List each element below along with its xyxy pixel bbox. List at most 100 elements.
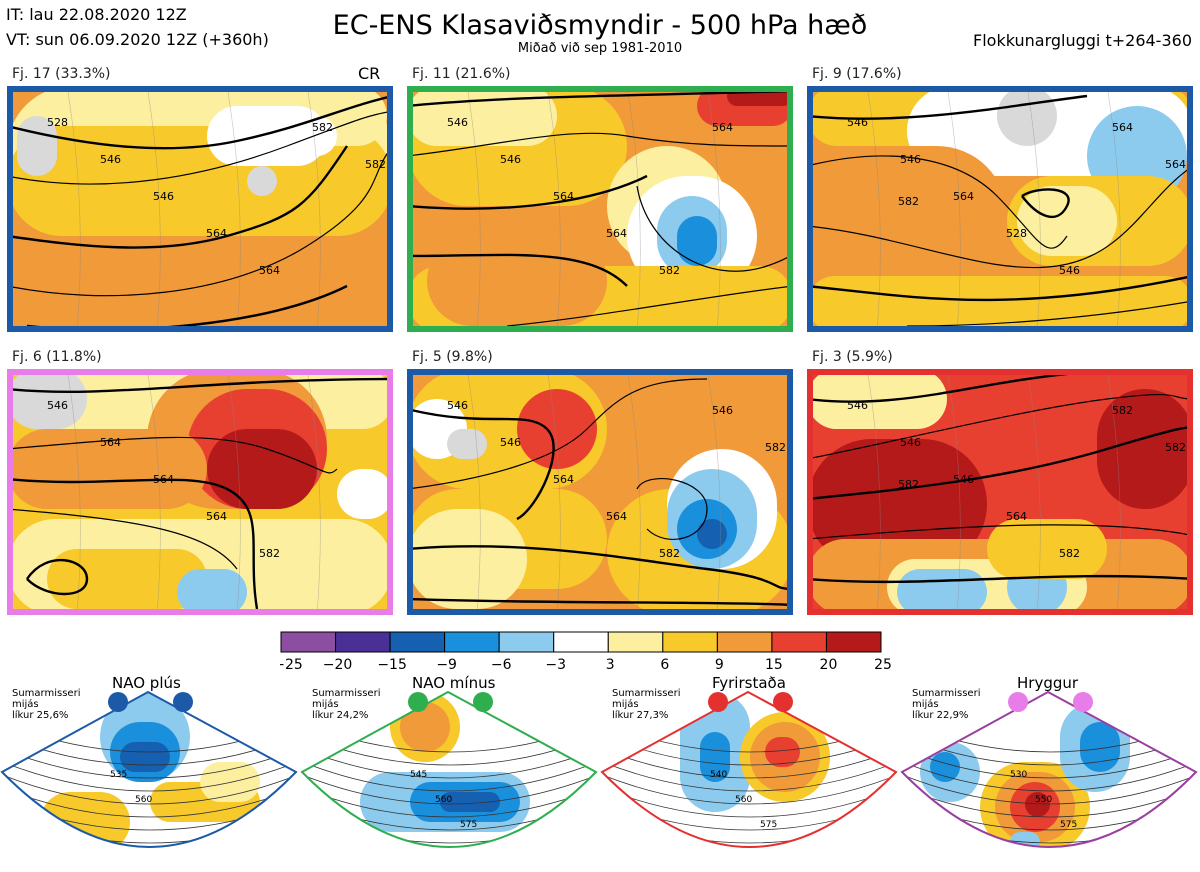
- cluster-map-1: 528 546 546 564 564 582 582: [7, 86, 393, 332]
- colorbar-segment: [389, 631, 446, 653]
- colorbar-tick-label: 6: [660, 657, 669, 673]
- height-contour: [413, 409, 555, 521]
- anomaly-shading: [727, 92, 787, 106]
- contour-label: 564: [606, 510, 627, 523]
- anomaly-shading: [337, 469, 387, 519]
- height-contour: [27, 284, 348, 326]
- regime-contour-label: 530: [1010, 770, 1027, 780]
- height-contour: [13, 436, 338, 474]
- regime-title: NAO mínus: [412, 674, 496, 692]
- colorbar-segment: [771, 631, 827, 653]
- regime-contour-label: 535: [110, 770, 127, 780]
- regime-marker-dot: [408, 692, 428, 712]
- anomaly-shading: [1017, 186, 1117, 256]
- regime-anomaly-shading: [1025, 792, 1050, 817]
- height-contour: [906, 301, 1187, 326]
- anomaly-shading: [13, 429, 207, 509]
- regime-title: NAO plús: [112, 674, 181, 692]
- colorbar-segment: [444, 631, 500, 653]
- cluster-map-2: 546 546 564 564 582 564: [407, 86, 793, 332]
- anomaly-shading: [13, 375, 87, 429]
- colorbar-tick-label: −6: [491, 657, 512, 673]
- contour-label: 546: [100, 153, 121, 166]
- contour-label: 564: [1112, 121, 1133, 134]
- colorbar-segment: [553, 631, 609, 653]
- height-contour: [413, 378, 708, 489]
- regime-sector-outline: [300, 690, 598, 848]
- anomaly-shading: [813, 439, 987, 569]
- height-contour: [413, 132, 787, 156]
- height-contour: [813, 426, 1187, 500]
- cr-label: CR: [358, 64, 381, 83]
- contour-label: 582: [312, 121, 333, 134]
- height-contour: [413, 545, 787, 590]
- contour-label: 546: [847, 399, 868, 412]
- colorbar-tick-label: 20: [820, 657, 838, 673]
- height-contour: [413, 253, 628, 287]
- cluster-map-6: 546 546 546 564 582 582 582 582: [807, 369, 1193, 615]
- regime-marker-dot: [108, 692, 128, 712]
- anomaly-shading: [13, 236, 387, 326]
- anomaly-shading: [413, 92, 557, 146]
- regime-map-ridge: 530 550 575 Hryggur Sumarmisseri mijás líkur 2…: [900, 672, 1200, 872]
- height-contour: [413, 597, 787, 606]
- anomaly-colorbar: −25 −20 −15 −9 −6 −3 3 6 9 15 20 25: [273, 631, 942, 675]
- anomaly-shading: [247, 166, 277, 196]
- map-canvas: 546 546 564 564 582 546 582: [413, 375, 787, 609]
- colorbar-tick-label: 15: [765, 657, 783, 673]
- height-contour: [813, 94, 1088, 120]
- regime-map-nao-plus: 535 560 NAO plús Sumarmisseri mijás líkur 25,…: [0, 672, 300, 872]
- colorbar-segment: [825, 631, 882, 653]
- contour-label: 582: [1059, 547, 1080, 560]
- panel-label-3: Fj. 9 (17.6%): [812, 66, 902, 82]
- regime-marker-dot: [1073, 692, 1093, 712]
- colorbar-tick-label: −9: [436, 657, 457, 673]
- height-contour: [413, 92, 787, 107]
- height-contour: [13, 508, 238, 570]
- anomaly-shading: [517, 389, 597, 469]
- contour-label: 546: [153, 190, 174, 203]
- cluster-map-5: 546 546 564 564 582 546 582: [407, 369, 793, 615]
- regime-marker-dot: [173, 692, 193, 712]
- regime-contour-label: 575: [760, 820, 777, 830]
- page-title: EC-ENS Klasaviðsmyndir - 500 hPa hæð: [332, 10, 868, 41]
- contour-label: 582: [259, 547, 280, 560]
- regime-anomaly-shading: [700, 732, 730, 782]
- colorbar-tick-label: −15: [377, 657, 407, 673]
- regime-map-blocking: 540 560 575 Fyrirstaða Sumarmisseri mijás líku…: [600, 672, 900, 872]
- colorbar-tick-label: 3: [606, 657, 615, 673]
- contour-label: 546: [953, 473, 974, 486]
- valid-time-text: VT: sun 06.09.2020 12Z (+360h): [6, 30, 269, 49]
- regime-anomaly-shading: [1080, 722, 1120, 772]
- height-contour: [636, 478, 708, 540]
- height-contour: [813, 524, 1187, 540]
- height-contour: [636, 185, 787, 272]
- colorbar-segment: [280, 631, 337, 653]
- height-contour: [813, 155, 1068, 249]
- regime-marker-dot: [708, 692, 728, 712]
- regime-marker-dot: [1008, 692, 1028, 712]
- regime-anomaly-shading: [200, 762, 260, 802]
- regime-description: Sumarmisseri mijás líkur 24,2%: [312, 688, 381, 721]
- anomaly-shading: [127, 166, 287, 236]
- regime-contour-label: 545: [410, 770, 427, 780]
- height-contour: [813, 169, 1187, 269]
- regime-contour-label: 560: [735, 795, 752, 805]
- regime-marker-dot: [773, 692, 793, 712]
- contour-label: 582: [659, 264, 680, 277]
- regime-anomaly-shading: [765, 737, 800, 767]
- height-contour: [26, 559, 89, 596]
- contour-label: 582: [765, 441, 786, 454]
- contour-label: 546: [500, 436, 521, 449]
- regime-anomaly-shading: [120, 742, 170, 772]
- contour-label: 564: [206, 510, 227, 523]
- colorbar-tick-label: −3: [545, 657, 566, 673]
- contour-label: 564: [606, 227, 627, 240]
- anomaly-shading: [413, 509, 527, 609]
- regime-contour-label: 560: [435, 795, 452, 805]
- cluster-map-3: 546 546 564 528 546 564 564 582: [807, 86, 1193, 332]
- height-contour: [1021, 188, 1070, 218]
- colorbar-segment: [662, 631, 718, 653]
- anomaly-shading: [177, 569, 247, 609]
- colorbar-tick-label: −20: [323, 657, 353, 673]
